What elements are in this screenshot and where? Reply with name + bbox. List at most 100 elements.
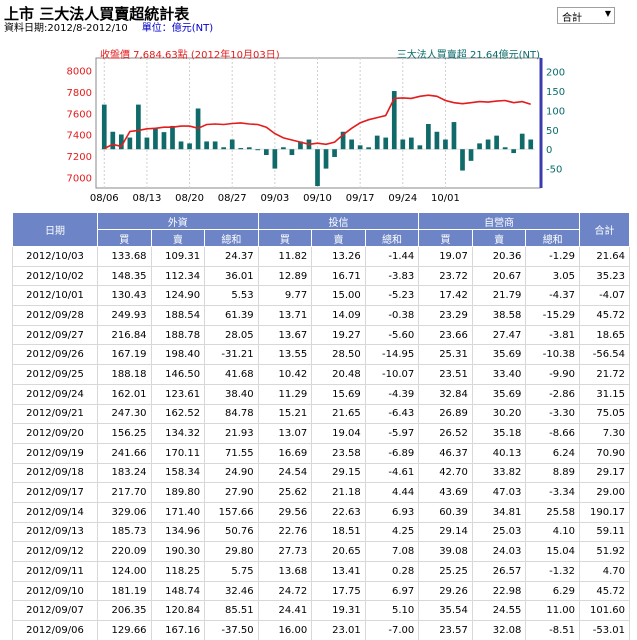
table-row: 2012/09/13 185.73 134.96 50.76 22.76 18.51 4.2… bbox=[12, 522, 630, 543]
value-cell: 18.51 bbox=[311, 522, 366, 543]
value-cell: 17.75 bbox=[311, 581, 366, 602]
value-cell: 21.64 bbox=[579, 246, 630, 267]
value-cell: 21.72 bbox=[579, 364, 630, 385]
value-cell: 4.70 bbox=[579, 561, 630, 582]
net-buy-bar bbox=[187, 143, 192, 150]
net-buy-bar bbox=[204, 141, 209, 150]
value-cell: 15.00 bbox=[311, 285, 366, 307]
value-cell: 36.01 bbox=[204, 266, 259, 287]
value-cell: 216.84 bbox=[97, 325, 152, 346]
value-cell: 23.01 bbox=[311, 620, 366, 640]
sub-col-header: 賣 bbox=[150, 229, 206, 247]
value-cell: -2.86 bbox=[525, 384, 580, 405]
value-cell: 13.55 bbox=[258, 344, 313, 366]
x-axis-tick: 09/10 bbox=[303, 193, 332, 204]
net-buy-bar bbox=[528, 139, 534, 150]
value-cell: 133.68 bbox=[97, 246, 152, 267]
date-cell: 2012/09/10 bbox=[12, 581, 98, 602]
value-cell: 190.30 bbox=[151, 541, 206, 562]
value-cell: -8.51 bbox=[525, 620, 580, 640]
value-cell: 11.00 bbox=[525, 600, 580, 622]
value-cell: 29.80 bbox=[204, 541, 259, 562]
net-buy-bar bbox=[212, 141, 218, 150]
net-buy-bar bbox=[101, 104, 107, 150]
value-cell: 23.57 bbox=[418, 620, 473, 640]
net-buy-bar bbox=[400, 139, 406, 150]
net-buy-bar bbox=[460, 149, 465, 171]
value-cell: 85.51 bbox=[204, 600, 259, 622]
value-cell: 28.50 bbox=[311, 344, 366, 366]
value-cell: -10.07 bbox=[365, 364, 420, 385]
x-axis-tick: 09/03 bbox=[260, 193, 289, 204]
col-foreign: 外資 bbox=[97, 212, 259, 230]
x-axis-tick: 09/17 bbox=[346, 193, 375, 204]
net-buy-bar bbox=[366, 147, 372, 150]
value-cell: 27.90 bbox=[204, 482, 259, 503]
value-cell: -4.37 bbox=[525, 285, 580, 307]
value-cell: 329.06 bbox=[97, 502, 152, 523]
sub-col-header: 買 bbox=[418, 229, 473, 247]
value-cell: 148.35 bbox=[97, 266, 152, 287]
value-cell: 60.39 bbox=[418, 502, 473, 523]
sub-col-header: 賣 bbox=[471, 229, 527, 247]
value-cell: 40.13 bbox=[472, 443, 527, 464]
left-axis-tick: 7200 bbox=[67, 152, 92, 163]
value-cell: 24.55 bbox=[472, 600, 527, 622]
net-buy-bar bbox=[451, 122, 457, 150]
value-cell: 13.68 bbox=[258, 561, 313, 582]
select-value: 合計 bbox=[562, 13, 582, 24]
value-cell: 22.98 bbox=[472, 581, 527, 602]
table-row: 2012/09/07 206.35 120.84 85.51 24.41 19.31 5.1… bbox=[12, 600, 630, 622]
value-cell: 167.16 bbox=[151, 620, 206, 640]
value-cell: 38.58 bbox=[472, 305, 527, 326]
table-row: 2012/09/27 216.84 188.78 28.05 13.67 19.27 -5.… bbox=[12, 325, 630, 346]
net-buy-bar bbox=[374, 135, 380, 150]
table-row: 2012/09/24 162.01 123.61 38.40 11.29 15.69 -4.… bbox=[12, 384, 630, 405]
value-cell: 109.31 bbox=[151, 246, 206, 267]
value-cell: 220.09 bbox=[97, 541, 152, 562]
right-axis-tick: 0 bbox=[546, 145, 552, 156]
table-row: 2012/09/26 167.19 198.40 -31.21 13.55 28.50 -1… bbox=[12, 344, 630, 366]
net-buy-bar bbox=[178, 141, 184, 150]
date-cell: 2012/09/07 bbox=[12, 600, 98, 622]
right-axis-tick: 200 bbox=[546, 68, 565, 79]
net-buy-bar bbox=[477, 143, 482, 150]
value-cell: 25.25 bbox=[418, 561, 473, 582]
value-cell: 51.92 bbox=[579, 541, 630, 562]
net-buy-bar bbox=[408, 137, 414, 150]
table-group-header: 日期 外資 投信 自營商 合計 bbox=[12, 212, 630, 247]
value-cell: 7.30 bbox=[579, 423, 630, 444]
summary-type-select[interactable]: 合計 ▼ bbox=[557, 7, 615, 24]
value-cell: 24.03 bbox=[472, 541, 527, 562]
x-axis-tick: 08/27 bbox=[218, 193, 247, 204]
value-cell: 28.05 bbox=[204, 325, 259, 346]
net-buy-bar bbox=[221, 147, 227, 150]
value-cell: 5.75 bbox=[204, 561, 259, 582]
left-axis-tick: 8000 bbox=[67, 67, 92, 78]
value-cell: 33.82 bbox=[472, 463, 527, 484]
net-buy-bar bbox=[255, 149, 261, 151]
value-cell: 25.03 bbox=[472, 522, 527, 543]
value-cell: 20.48 bbox=[311, 364, 366, 385]
chevron-down-icon: ▼ bbox=[604, 9, 611, 18]
value-cell: 162.01 bbox=[97, 384, 152, 405]
value-cell: -4.39 bbox=[365, 384, 420, 405]
value-cell: -3.30 bbox=[525, 404, 580, 425]
table-row: 2012/09/28 249.93 188.54 61.39 13.71 14.09 -0.… bbox=[12, 305, 630, 326]
value-cell: 3.05 bbox=[525, 266, 580, 287]
value-cell: 170.11 bbox=[151, 443, 206, 464]
value-cell: 45.72 bbox=[579, 305, 630, 326]
value-cell: 25.58 bbox=[525, 502, 580, 523]
value-cell: 24.37 bbox=[204, 246, 259, 267]
value-cell: 23.72 bbox=[418, 266, 473, 287]
value-cell: 29.00 bbox=[579, 482, 630, 503]
value-cell: 33.40 bbox=[472, 364, 527, 385]
net-buy-bar bbox=[426, 124, 431, 150]
value-cell: 27.47 bbox=[472, 325, 527, 346]
date-cell: 2012/09/13 bbox=[12, 522, 98, 543]
net-buy-bar bbox=[298, 141, 303, 150]
value-cell: 39.08 bbox=[418, 541, 473, 562]
value-cell: 30.20 bbox=[472, 404, 527, 425]
net-buy-bar bbox=[153, 127, 158, 150]
value-cell: 29.56 bbox=[258, 502, 313, 523]
